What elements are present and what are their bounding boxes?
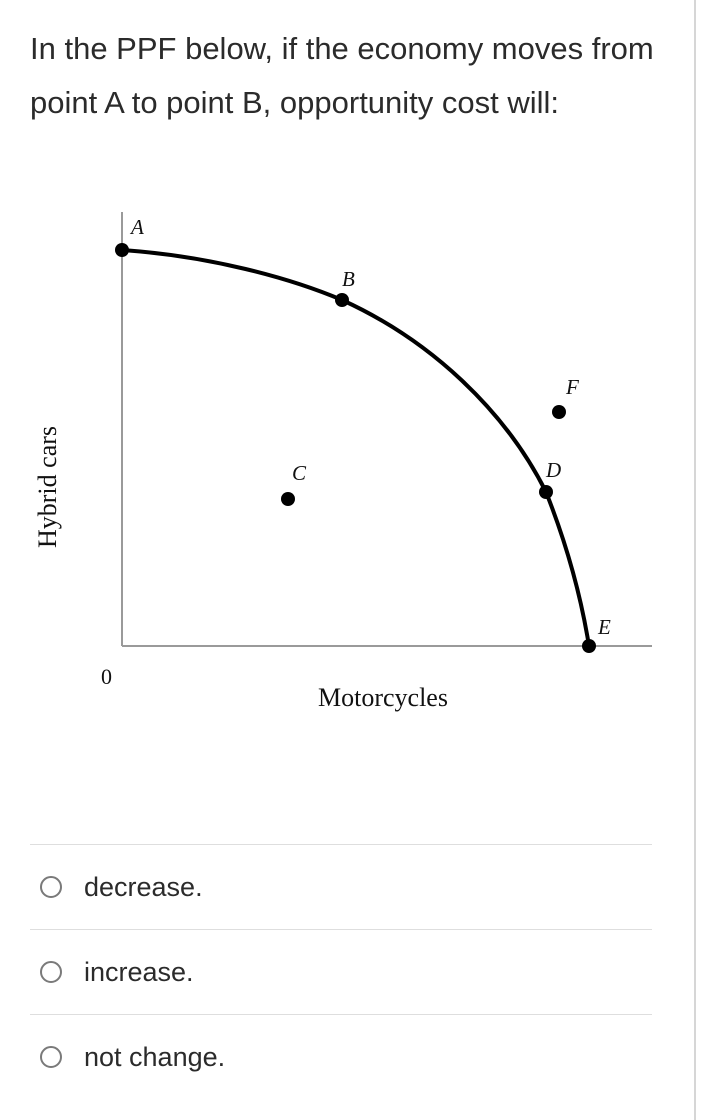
option-increase[interactable]: increase. — [30, 930, 652, 1014]
option-not-change[interactable]: not change. — [30, 1015, 652, 1099]
point-b-label: B — [342, 267, 355, 291]
radio-button[interactable] — [40, 876, 62, 898]
ppf-figure: A B C D E F 0 Motorcycles Hybrid cars — [0, 190, 694, 730]
option-label: decrease. — [84, 871, 203, 902]
option-divider — [30, 844, 652, 845]
question-text: In the PPF below, if the economy moves f… — [30, 31, 654, 120]
point-f-dot — [552, 405, 566, 419]
point-d-label: D — [545, 458, 561, 482]
radio-button[interactable] — [40, 961, 62, 983]
point-b-dot — [335, 293, 349, 307]
point-a-label: A — [129, 215, 144, 239]
option-label: increase. — [84, 956, 194, 987]
point-a-dot — [115, 243, 129, 257]
ppf-curve — [120, 248, 591, 648]
radio-button[interactable] — [40, 1046, 62, 1068]
option-decrease[interactable]: decrease. — [30, 845, 652, 929]
option-divider — [30, 929, 652, 930]
point-c-label: C — [292, 461, 307, 485]
point-c-dot — [281, 492, 295, 506]
option-divider — [30, 1014, 652, 1015]
ppf-graph: A B C D E F 0 Motorcycles Hybrid cars — [33, 212, 652, 712]
x-axis-label: Motorcycles — [318, 683, 448, 712]
point-e-label: E — [597, 615, 611, 639]
point-e-dot — [582, 639, 596, 653]
option-label: not change. — [84, 1041, 226, 1072]
point-f-label: F — [565, 375, 579, 399]
y-axis-label: Hybrid cars — [33, 426, 62, 548]
origin-label: 0 — [101, 664, 112, 689]
point-d-dot — [539, 485, 553, 499]
page-right-border — [694, 0, 696, 1120]
